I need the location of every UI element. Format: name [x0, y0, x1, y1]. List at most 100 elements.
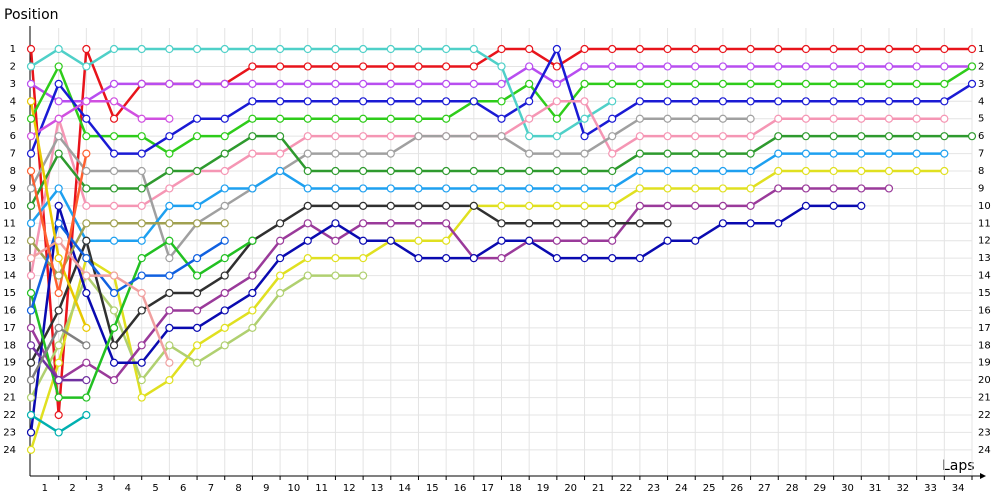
point: [137, 132, 146, 141]
point: [608, 132, 617, 141]
point: [525, 132, 534, 141]
point: [165, 323, 174, 332]
point: [718, 114, 728, 123]
point: [414, 79, 423, 88]
point: [54, 201, 63, 210]
point: [829, 44, 838, 54]
x-tick-label: 5: [152, 483, 158, 494]
point: [469, 201, 478, 210]
point: [54, 341, 63, 350]
x-tick-label: 2: [69, 483, 75, 494]
y-tick-label-right: 11: [978, 218, 991, 229]
point: [303, 44, 312, 54]
point: [192, 306, 202, 315]
point: [912, 79, 921, 88]
point: [940, 114, 949, 123]
point: [82, 323, 91, 332]
point: [331, 201, 340, 210]
series-line: [30, 222, 225, 277]
point: [54, 79, 63, 88]
point: [54, 114, 63, 123]
point: [248, 288, 257, 298]
point: [275, 271, 285, 280]
y-tick-label-right: 7: [978, 149, 984, 160]
point: [192, 254, 202, 263]
x-tick-label: 18: [509, 483, 522, 494]
x-axis-title: Laps: [942, 458, 975, 474]
point: [220, 341, 229, 350]
x-tick-label: 25: [703, 483, 716, 494]
point: [801, 166, 811, 176]
point: [442, 79, 451, 88]
point: [497, 219, 506, 228]
point: [303, 236, 312, 245]
point: [857, 79, 866, 88]
point: [718, 149, 728, 158]
point: [26, 201, 36, 210]
point: [359, 236, 368, 245]
point: [829, 114, 838, 123]
point: [359, 201, 368, 210]
x-tick-label: 15: [426, 483, 439, 494]
point: [109, 323, 119, 332]
y-tick-label-right: 18: [978, 340, 991, 351]
series-line: [29, 204, 668, 364]
point: [165, 149, 174, 158]
point: [691, 44, 700, 54]
point: [635, 132, 644, 141]
point: [82, 410, 91, 420]
y-tick-label-right: 16: [978, 305, 991, 316]
point: [663, 79, 672, 88]
x-tick-label: 26: [730, 483, 743, 494]
point: [275, 79, 285, 88]
y-tick-label: 19: [3, 358, 16, 369]
point: [718, 184, 728, 193]
point: [608, 97, 617, 106]
point: [109, 201, 119, 210]
point: [497, 166, 506, 176]
x-tick-label: 8: [235, 483, 241, 494]
point: [192, 341, 202, 350]
point: [801, 132, 811, 141]
point: [386, 219, 395, 228]
point: [303, 149, 312, 158]
x-tick-label: 1: [42, 483, 48, 494]
point: [82, 341, 91, 350]
point: [801, 62, 811, 71]
point: [303, 201, 312, 210]
point: [801, 44, 811, 54]
point: [497, 236, 506, 245]
x-tick-label: 16: [454, 483, 467, 494]
point: [552, 79, 561, 88]
point: [414, 97, 423, 106]
point: [967, 62, 977, 71]
point: [26, 410, 36, 420]
point: [165, 358, 174, 367]
point: [497, 201, 506, 210]
point: [552, 149, 561, 158]
point: [497, 44, 506, 54]
point: [137, 236, 146, 245]
point: [248, 323, 257, 332]
y-tick-label-right: 14: [978, 271, 991, 282]
point: [691, 97, 700, 106]
point: [718, 44, 728, 54]
point: [109, 132, 119, 141]
point: [829, 149, 838, 158]
point: [829, 184, 838, 193]
point: [829, 79, 838, 88]
point: [552, 254, 561, 263]
point: [386, 149, 395, 158]
point: [220, 184, 229, 193]
point: [497, 184, 506, 193]
y-tick-label: 1: [10, 44, 16, 55]
point: [137, 358, 146, 367]
point: [857, 44, 866, 54]
point: [608, 44, 617, 54]
point: [552, 201, 561, 210]
point: [469, 254, 478, 263]
point: [580, 236, 589, 245]
point: [635, 219, 644, 228]
point: [192, 323, 202, 332]
x-tick-label: 28: [786, 483, 799, 494]
